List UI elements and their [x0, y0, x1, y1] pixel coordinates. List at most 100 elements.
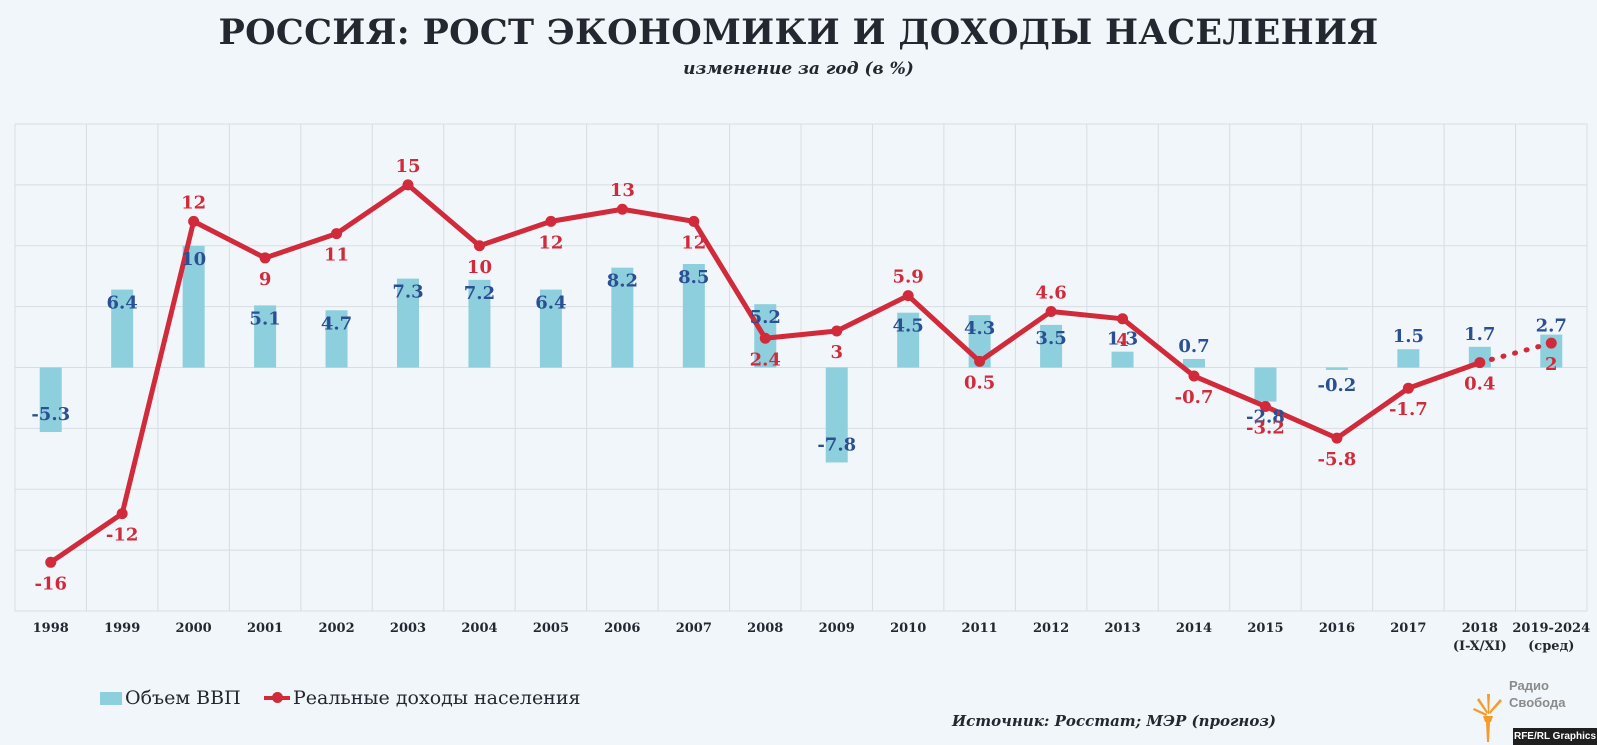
gdp-bar — [468, 279, 491, 368]
x-tick-label: 2012 — [1033, 621, 1069, 636]
chart-subtitle: изменение за год (в %) — [683, 59, 914, 79]
x-tick-label: 2016 — [1319, 621, 1355, 636]
legend-bar-swatch — [100, 691, 122, 705]
legend-item-income: Реальные доходы населения — [264, 685, 581, 711]
income-value-label: 12 — [181, 192, 206, 213]
x-tick-label: 2008 — [747, 621, 783, 636]
gdp-bar — [1540, 334, 1563, 368]
income-point — [116, 508, 128, 520]
income-value-label: 3 — [830, 342, 843, 363]
income-value-label: 13 — [610, 180, 635, 201]
income-point — [616, 203, 628, 215]
gdp-value-label: -7.8 — [817, 434, 856, 455]
gdp-value-label: -2.8 — [1246, 407, 1285, 428]
gdp-value-label: 8.2 — [607, 271, 638, 292]
income-point — [259, 252, 271, 264]
income-value-label: 10 — [467, 257, 492, 278]
income-point — [331, 228, 343, 240]
gdp-bar — [682, 264, 705, 368]
legend-label-gdp: Объем ВВП — [125, 687, 241, 709]
income-value-label: 4 — [1116, 330, 1129, 351]
x-tick-label: 2017 — [1390, 621, 1426, 636]
x-tick-label: 2006 — [604, 621, 640, 636]
income-value-label: -5.8 — [1318, 449, 1357, 470]
x-tick-label: 2011 — [962, 621, 998, 636]
income-point — [1545, 337, 1557, 349]
x-tick-label: 1999 — [104, 621, 140, 636]
gdp-bar — [539, 289, 562, 368]
income-point — [188, 215, 200, 227]
x-tick-label: 2014 — [1176, 621, 1212, 636]
income-point — [1259, 400, 1271, 412]
gdp-bar — [825, 367, 848, 463]
income-value-label: 0.5 — [964, 372, 995, 393]
income-point — [1188, 370, 1200, 382]
income-point — [831, 325, 843, 337]
gdp-bar — [1183, 358, 1205, 368]
income-value-label: 11 — [324, 245, 349, 266]
gdp-value-label: 2.7 — [1536, 316, 1567, 337]
income-value-label: 5.9 — [893, 267, 924, 288]
x-tick-label: 2002 — [318, 621, 354, 636]
income-value-label: -1.7 — [1389, 399, 1428, 420]
logo-text: Радио Свобода — [1509, 677, 1565, 711]
gdp-value-label: -5.3 — [31, 404, 70, 425]
income-value-label: -0.7 — [1175, 387, 1214, 408]
income-value-label: -3.2 — [1246, 417, 1285, 438]
income-value-label: 0.4 — [1464, 374, 1495, 395]
x-tick-label: 2000 — [176, 621, 212, 636]
income-point — [759, 332, 771, 344]
legend-label-income: Реальные доходы населения — [293, 687, 581, 709]
source-note: Источник: Росстат; МЭР (прогноз) — [952, 712, 1277, 730]
income-value-label: -12 — [106, 525, 139, 546]
gdp-bar — [182, 245, 205, 368]
income-value-label: 9 — [259, 269, 272, 290]
gdp-bar — [1325, 367, 1348, 370]
gdp-value-label: 10 — [181, 249, 206, 270]
income-point — [1474, 357, 1486, 369]
income-point — [902, 290, 914, 302]
gdp-value-label: 6.4 — [535, 293, 566, 314]
x-tick-label: 2018 — [1462, 621, 1498, 636]
gdp-bar — [39, 367, 62, 433]
income-point — [974, 355, 986, 367]
income-point — [473, 240, 485, 252]
income-point — [1402, 382, 1414, 394]
income-value-label: 2 — [1545, 354, 1558, 375]
chart-title: РОССИЯ: РОСТ ЭКОНОМИКИ И ДОХОДЫ НАСЕЛЕНИ… — [218, 12, 1379, 53]
income-line-forecast — [1477, 340, 1554, 366]
gdp-bar — [1254, 367, 1277, 402]
gdp-value-label: 1.3 — [1107, 329, 1138, 350]
x-tick-label: 2015 — [1247, 621, 1283, 636]
x-tick-label: 2007 — [676, 621, 712, 636]
gdp-bar — [111, 289, 134, 368]
income-value-label: -16 — [34, 573, 67, 594]
gdp-value-label: 4.5 — [893, 316, 924, 337]
income-point — [402, 179, 414, 191]
income-point — [545, 215, 557, 227]
gdp-value-label: 1.7 — [1464, 324, 1495, 345]
logo-line-1: Радио — [1509, 678, 1549, 693]
gdp-bar — [1040, 324, 1063, 368]
x-tick-label: 2001 — [247, 621, 283, 636]
income-point — [1117, 313, 1129, 325]
x-tick-label: 2019-2024 — [1512, 621, 1590, 636]
gdp-value-label: 5.1 — [249, 308, 280, 329]
x-tick-label: (I-X/XI) — [1453, 639, 1507, 654]
income-value-label: 2.4 — [750, 349, 781, 370]
gdp-value-label: 6.4 — [107, 293, 138, 314]
income-point — [688, 215, 700, 227]
gdp-value-label: 3.5 — [1035, 328, 1066, 349]
gdp-value-label: 4.3 — [964, 318, 995, 339]
income-value-label: 4.6 — [1035, 282, 1066, 303]
gdp-bar — [1111, 351, 1134, 368]
income-point — [45, 556, 57, 568]
gdp-value-label: 7.3 — [392, 282, 423, 303]
x-tick-label: (сред) — [1528, 639, 1574, 654]
income-point — [1331, 432, 1343, 444]
credit-badge: RFE/RL Graphics — [1513, 728, 1597, 745]
income-point — [1045, 305, 1057, 317]
gdp-bar — [897, 312, 920, 368]
gdp-bar — [397, 278, 419, 368]
gdp-bar — [254, 305, 277, 368]
